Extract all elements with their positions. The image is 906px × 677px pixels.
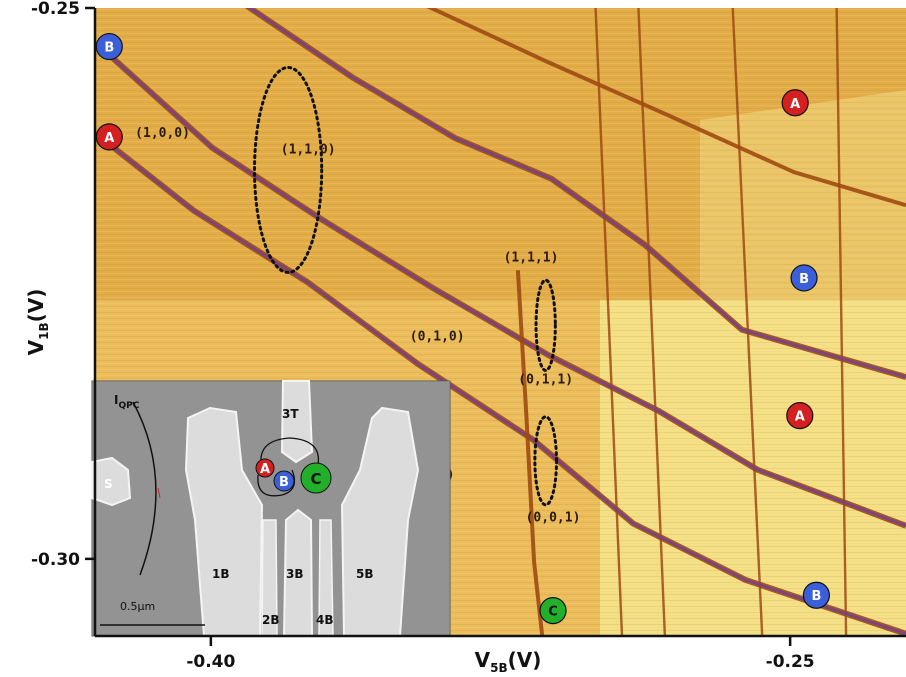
sem-inset: A B C IQPC S 3T 1B 3B 5B 2B 4B 0.5μm [91,380,451,637]
charge-line-marker-label-0: B [104,41,114,56]
dotted-ellipse-1 [534,278,557,372]
transition-line-core-b-0 [99,45,906,528]
charge-line-marker-label-6: C [548,605,558,620]
dotted-ellipse-0 [252,65,324,274]
region-label-0: (1,0,0) [135,126,190,141]
x-tick-label-0: -0.40 [186,652,235,672]
inset-dot-b-icon [273,470,295,492]
inset-dot-b: B [279,475,289,490]
gate-1b [184,406,264,637]
gate-5b [340,406,420,637]
region-label-4: (0,1,1) [518,373,573,388]
charge-line-marker-b-3 [790,264,818,292]
gate-s [91,456,132,507]
charge-line-marker-label-4: A [795,410,805,425]
transition-line-core-a-1 [99,135,906,636]
dotted-ellipse-2 [533,415,558,507]
inset-dot-c: C [310,470,321,488]
qpc-current-arc [132,401,157,576]
charge-line-marker-a-1 [95,123,123,151]
transition-line-c-4 [515,270,545,636]
gate-3b [282,508,314,637]
charge-line-marker-label-2: A [790,97,800,112]
heatmap-background [95,8,906,636]
y-tick-label-1: -0.30 [31,550,80,570]
gate-3t [280,380,314,464]
charge-line-marker-label-3: B [799,272,809,287]
charge-line-marker-a-4 [786,402,814,430]
inset-gate-5b: 5B [356,567,374,581]
region-label-6: (0,0,1) [526,510,581,525]
inset-gate-3t: 3T [282,407,299,421]
charge-line-marker-label-5: B [811,589,821,604]
x-axis-label: V5B(V) [475,648,542,675]
y-axis-label: V1B(V) [24,289,51,356]
vertical-transition-line-3 [835,8,848,636]
charge-line-marker-label-1: A [104,131,114,146]
inset-gate-1b: 1B [212,567,230,581]
inset-gate-2b: 2B [262,613,280,627]
inset-dot-a: A [260,462,270,477]
transition-line-a-3 [426,8,906,208]
inset-gate-3b: 3B [286,567,304,581]
vertical-transition-line-0 [594,8,624,636]
charge-line-marker-c-6 [539,597,567,625]
x-tick-label-1: -0.25 [766,652,815,672]
inset-gate-4b: 4B [316,613,334,627]
transition-line-core-b-2 [247,8,906,379]
inset-gate-s: S [104,477,113,491]
y-tick-label-0: -0.25 [31,0,80,19]
inset-current-label: IQPC [114,393,140,411]
vertical-transition-line-2 [731,8,764,636]
charge-line-marker-a-2 [781,89,809,117]
inset-dot-c-icon [300,462,332,494]
region-label-3: (0,1,0) [410,330,465,345]
region-label-2: (1,1,1) [504,250,559,265]
inset-dot-a-icon [255,458,275,478]
charge-line-marker-b-0 [95,32,123,61]
charge-line-marker-b-5 [802,581,831,609]
inset-scale-label: 0.5μm [120,600,155,613]
region-label-1: (1,1,0) [281,142,336,157]
